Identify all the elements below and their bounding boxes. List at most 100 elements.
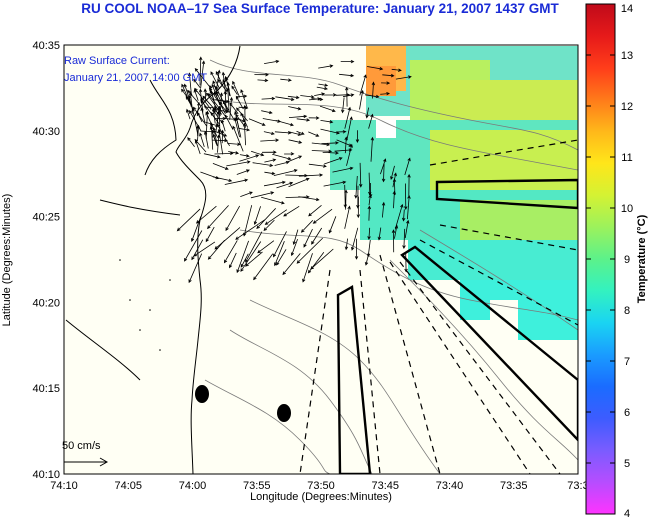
current-vector [263, 131, 275, 135]
current-vector [207, 239, 225, 260]
current-vector [382, 73, 395, 78]
current-vector [311, 149, 333, 153]
current-vector [394, 203, 404, 230]
colorbar-tick-label: 7 [624, 356, 630, 368]
colorbar-ticks: 14 13 12 11 10 9 8 7 6 5 4 [586, 3, 633, 519]
x-tick-label: 73:40 [436, 480, 464, 492]
colorbar-tick-label: 13 [621, 50, 633, 62]
current-vector [407, 195, 411, 220]
current-vector [200, 107, 205, 122]
current-vector [351, 227, 359, 251]
current-vector [368, 194, 372, 206]
x-tick-labels: 74:10 74:05 74:00 73:55 73:50 73:45 73:40 73:35… [50, 480, 588, 492]
current-vector [320, 120, 334, 124]
current-vector [332, 166, 354, 173]
current-vector [215, 85, 229, 112]
current-vector [257, 240, 275, 254]
current-vector [308, 204, 322, 217]
colorbar-tick-label: 4 [624, 508, 630, 519]
current-vector [364, 252, 370, 266]
current-vector [211, 138, 228, 143]
current-vector [274, 241, 285, 267]
current-vector [391, 68, 402, 72]
current-vector [210, 71, 220, 89]
legend-line-1: Raw Surface Current: [64, 55, 170, 67]
current-vector [232, 80, 241, 98]
current-vector [298, 173, 324, 177]
current-vector [354, 238, 359, 260]
current-vector [225, 117, 239, 121]
current-vector [336, 130, 347, 134]
current-vector [199, 132, 205, 148]
current-vector [211, 83, 220, 103]
current-vector [203, 106, 218, 110]
current-vector [273, 231, 287, 258]
current-vector [296, 130, 305, 135]
current-vector [252, 162, 274, 167]
current-vector [240, 253, 249, 268]
x-tick-label: 74:05 [114, 480, 142, 492]
current-vector [193, 78, 201, 88]
current-vector [276, 249, 287, 266]
colorbar-tick-label: 5 [624, 458, 630, 470]
colorbar-label: Temperature (°C) [636, 214, 648, 303]
plot-area [63, 44, 579, 475]
current-vector [187, 137, 195, 147]
colorbar-tick-label: 12 [621, 101, 633, 113]
current-vector [184, 230, 203, 262]
current-vector [256, 208, 276, 230]
current-vector [311, 227, 323, 245]
current-vector [232, 125, 244, 152]
current-vector [370, 136, 375, 162]
current-vector [324, 157, 343, 165]
current-vector [365, 94, 380, 99]
current-vector [402, 228, 406, 249]
current-vector [209, 89, 215, 101]
current-vector [214, 130, 228, 137]
current-vector [394, 224, 399, 239]
current-vector [213, 108, 230, 114]
colorbar-tick-label: 8 [624, 305, 630, 317]
current-vector [275, 96, 295, 102]
current-vector [263, 180, 286, 187]
current-vector [214, 151, 234, 156]
current-vector [323, 93, 337, 97]
current-vector [288, 177, 310, 188]
colorbar-tick-label: 9 [624, 254, 630, 266]
current-vector [381, 81, 391, 85]
scale-arrow [64, 457, 109, 467]
current-vector [250, 150, 265, 157]
current-vector [280, 78, 292, 82]
y-axis-label: Latitude (Degrees:Minutes) [1, 194, 13, 327]
current-vector [239, 154, 260, 162]
land-speckle [119, 259, 171, 351]
current-vector [377, 227, 382, 241]
y-tick-label: 40:20 [32, 297, 60, 309]
current-vector [193, 106, 207, 127]
sst-field [330, 46, 578, 340]
current-vector [238, 127, 251, 132]
current-vector [300, 220, 314, 233]
current-vector [237, 118, 246, 123]
current-vector [193, 241, 216, 257]
current-vector [355, 130, 360, 143]
current-vector [339, 73, 355, 78]
y-tick-label: 40:10 [32, 469, 60, 481]
current-vector [186, 108, 191, 120]
current-vector [264, 209, 288, 225]
current-vector [359, 74, 367, 96]
current-vector [284, 152, 295, 156]
current-vector [217, 128, 224, 155]
x-tick-label: 73:50 [307, 480, 335, 492]
current-vector [203, 153, 221, 159]
colorbar: 14 13 12 11 10 9 8 7 6 5 4 Temperature (°C) [585, 3, 648, 519]
x-tick-label: 73:45 [371, 480, 399, 492]
current-vector [344, 106, 352, 129]
current-vector [253, 206, 261, 226]
current-vector [234, 110, 242, 138]
current-vector [340, 59, 355, 64]
current-vector [290, 238, 298, 257]
current-vector [239, 154, 250, 158]
current-vector [226, 160, 251, 167]
current-vector [312, 208, 333, 224]
